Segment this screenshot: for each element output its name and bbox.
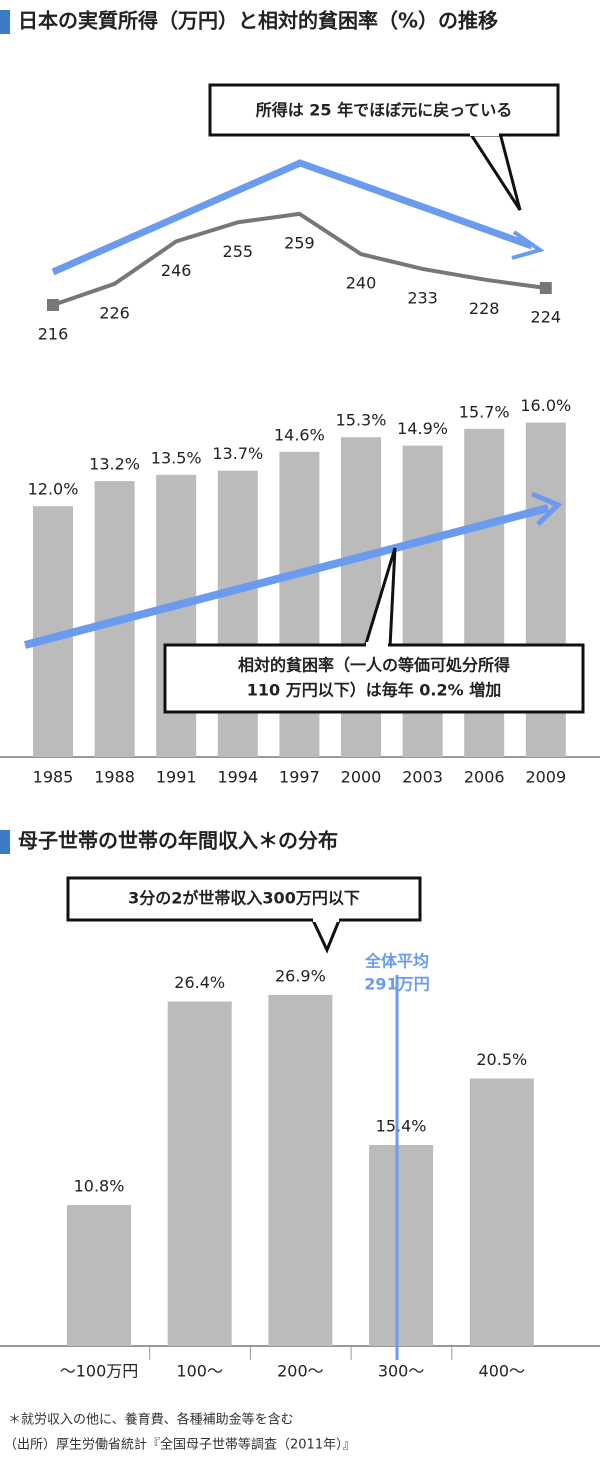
bar xyxy=(469,1078,534,1346)
x-tick-label: 400～ xyxy=(479,1362,526,1381)
bar xyxy=(156,474,197,757)
x-tick-label: 1997 xyxy=(279,768,320,787)
trend-arrow xyxy=(23,504,550,649)
value-label: 26.9% xyxy=(275,966,326,985)
income-line xyxy=(52,211,547,307)
source: （出所）厚生労働省統計『全国母子世帯等調査（2011年）』 xyxy=(4,1437,356,1453)
callout-join xyxy=(366,642,388,648)
line-value-label: 226 xyxy=(99,303,130,322)
title-marker xyxy=(0,830,10,854)
arrow-head xyxy=(531,491,563,526)
x-tick-label: 1985 xyxy=(33,768,74,787)
value-label: 15.7% xyxy=(459,402,510,421)
callout-tail xyxy=(467,131,522,211)
line-marker xyxy=(539,282,552,295)
line-value-label: 255 xyxy=(223,242,254,261)
callout-text: 3分の2が世帯収入300万円以下 xyxy=(128,889,360,908)
line-value-label: 240 xyxy=(346,274,377,293)
value-label: 20.5% xyxy=(476,1050,527,1069)
line-value-label: 259 xyxy=(284,233,315,252)
value-label: 15.4% xyxy=(376,1117,427,1136)
x-tick-label: 1988 xyxy=(94,768,135,787)
value-label: 12.0% xyxy=(28,480,79,499)
value-label: 16.0% xyxy=(520,396,571,415)
value-label: 13.2% xyxy=(89,455,140,474)
x-tick-label: 2003 xyxy=(402,768,443,787)
line-value-label: 246 xyxy=(161,261,192,280)
bar xyxy=(67,1205,131,1346)
x-tick-label: 200～ xyxy=(277,1362,324,1381)
x-tick-label: 2006 xyxy=(464,768,505,787)
callout-text: 110 万円以下）は毎年 0.2% 増加 xyxy=(247,681,502,700)
callout-text: 所得は 25 年でほぼ元に戻っている xyxy=(256,101,513,120)
value-label: 14.6% xyxy=(274,425,325,444)
x-tick-label: 300～ xyxy=(378,1362,425,1381)
x-tick-label: 2009 xyxy=(525,768,566,787)
value-label: 14.9% xyxy=(397,419,448,438)
value-label: 10.8% xyxy=(74,1177,125,1196)
bar xyxy=(217,470,258,757)
x-tick-label: 100～ xyxy=(176,1362,223,1381)
value-label: 26.4% xyxy=(174,973,225,992)
title-marker xyxy=(0,10,10,34)
x-tick-label: 2000 xyxy=(341,768,382,787)
bar xyxy=(268,994,333,1346)
bar xyxy=(167,1001,232,1346)
trend-arrow xyxy=(51,159,534,276)
line-value-label: 216 xyxy=(38,325,69,344)
line-marker xyxy=(47,299,59,311)
callout-box xyxy=(208,83,560,137)
arrow-head xyxy=(511,230,545,260)
bar xyxy=(369,1145,434,1346)
callout-tail xyxy=(309,916,343,954)
mean-label: 全体平均 xyxy=(364,952,429,971)
chart-title: 日本の実質所得（万円）と相対的貧困率（%）の推移 xyxy=(18,9,498,33)
value-label: 15.3% xyxy=(336,411,387,430)
line-value-label: 228 xyxy=(469,299,500,318)
chart-title: 母子世帯の世帯の年間収入＊の分布 xyxy=(18,829,338,853)
value-label: 13.7% xyxy=(212,444,263,463)
footnote: ＊就労収入の他に、養育費、各種補助金等を含む xyxy=(8,1412,294,1428)
line-value-label: 224 xyxy=(531,308,562,327)
callout-join xyxy=(470,130,499,136)
mean-label: 291万円 xyxy=(364,975,429,994)
callout-text: 相対的貧困率（一人の等価可処分所得 xyxy=(238,656,510,675)
callout-join xyxy=(313,916,339,922)
callout-box xyxy=(66,876,422,922)
value-label: 13.5% xyxy=(151,448,202,467)
x-tick-label: 1991 xyxy=(156,768,197,787)
x-tick-label: ～100万円 xyxy=(60,1362,139,1381)
x-tick-label: 1994 xyxy=(217,768,258,787)
line-value-label: 233 xyxy=(407,288,438,307)
